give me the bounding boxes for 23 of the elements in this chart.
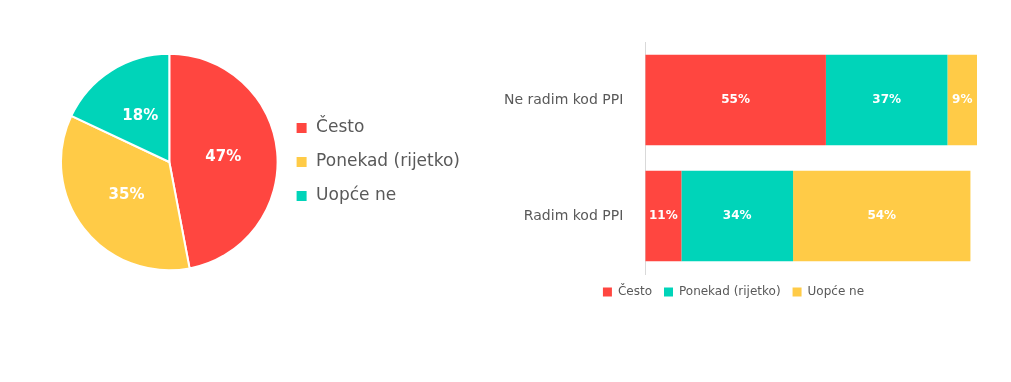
bar (645, 54, 826, 146)
data-label: 34% (722, 208, 752, 223)
data-label: 18% (122, 106, 159, 125)
legend-label: Često (617, 283, 652, 299)
data-label: 11% (648, 208, 678, 223)
legend-label: Ponekad (rijetko) (316, 150, 460, 171)
y-tick-label: Ne radim kod PPI (503, 90, 624, 107)
bar (793, 170, 971, 262)
data-label: 35% (108, 185, 145, 204)
data-label: 55% (721, 92, 750, 107)
bar (825, 54, 948, 146)
legend-label: Često (316, 115, 365, 137)
bar (947, 54, 977, 146)
bar (681, 170, 794, 262)
y-tick-label: Radim kod PPI (523, 206, 624, 223)
legend-label: Ponekad (rijetko) (678, 284, 781, 299)
data-label: 9% (952, 92, 973, 107)
legend-label: Uopće ne (807, 284, 865, 299)
data-label: 47% (205, 146, 242, 165)
legend-label: Uopće ne (316, 184, 397, 205)
data-label: 54% (867, 208, 897, 223)
bar (645, 170, 682, 262)
data-label: 37% (872, 92, 902, 107)
